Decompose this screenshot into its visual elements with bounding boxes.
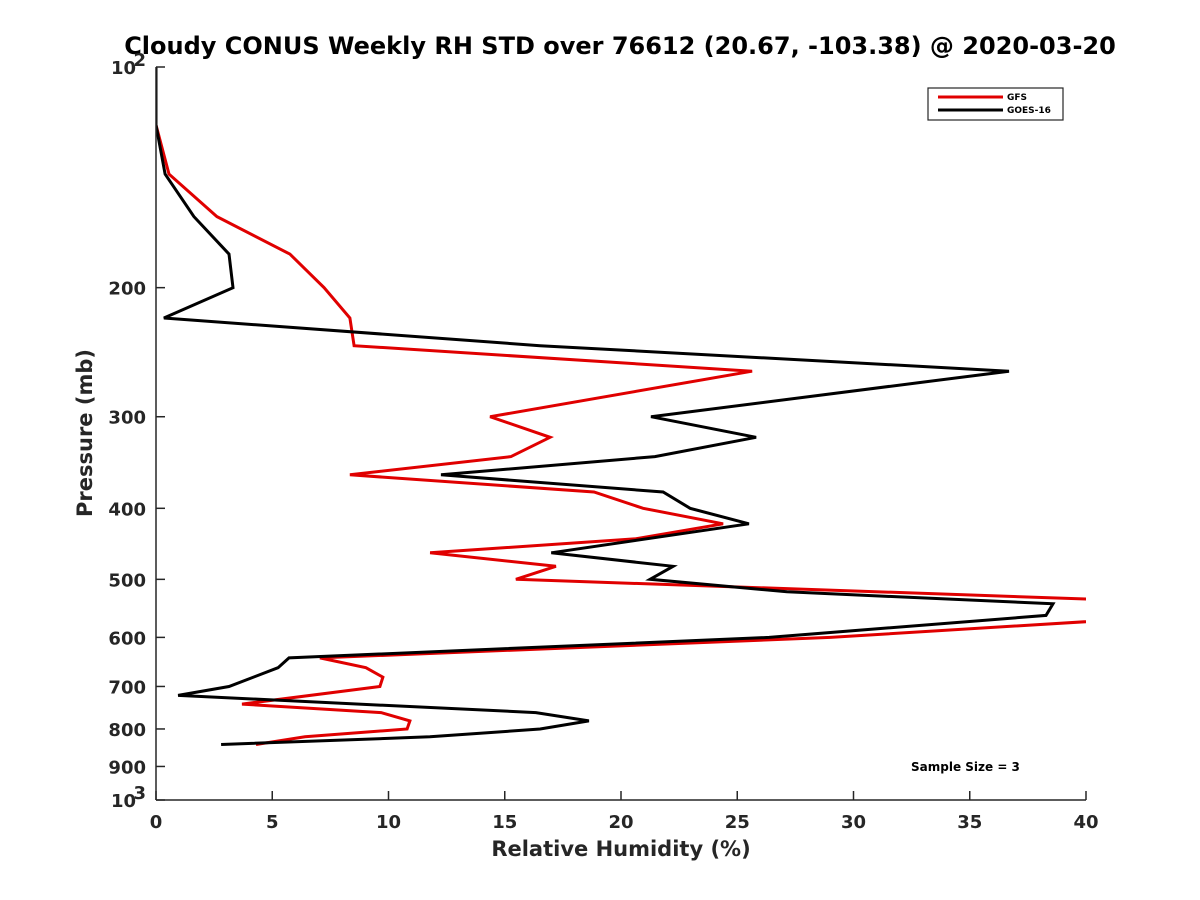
x-tick-label: 40 [1073, 812, 1098, 833]
y-tick-label: 600 [108, 628, 146, 649]
y-tick-label: 10 [111, 58, 136, 79]
x-tick-label: 0 [150, 812, 163, 833]
y-tick-label: 500 [108, 570, 146, 591]
y-axis-label: Pressure (mb) [73, 349, 97, 517]
legend: GFS GOES-16 [927, 87, 1064, 121]
series-line-goes16 [156, 67, 1056, 746]
y-tick-label: 700 [108, 677, 146, 698]
legend-box [927, 87, 1064, 121]
series-layer [156, 67, 1086, 746]
x-tick-label: 20 [608, 812, 633, 833]
x-tick-label: 25 [725, 812, 750, 833]
y-tick-label: 200 [108, 279, 146, 300]
y-tick-exponent: 2 [133, 50, 146, 71]
x-ticks: 0 5 10 15 20 25 30 35 40 [150, 791, 1099, 833]
sample-size-annotation: Sample Size = 3 [911, 760, 1020, 774]
y-tick-label: 900 [108, 757, 146, 778]
x-tick-label: 15 [492, 812, 517, 833]
y-tick-exponent: 3 [133, 783, 146, 804]
y-tick-label: 800 [108, 720, 146, 741]
y-tick-label: 10 [111, 791, 136, 812]
series-line-gfs [156, 67, 1086, 746]
x-tick-label: 5 [266, 812, 279, 833]
x-tick-label: 30 [841, 812, 866, 833]
chart-title: Cloudy CONUS Weekly RH STD over 76612 (2… [124, 32, 1116, 60]
legend-label-goes16: GOES-16 [1007, 106, 1051, 116]
x-tick-label: 10 [376, 812, 401, 833]
y-tick-label: 300 [108, 408, 146, 429]
x-axis-label: Relative Humidity (%) [491, 837, 750, 861]
x-tick-label: 35 [957, 812, 982, 833]
y-tick-label: 400 [108, 499, 146, 520]
axes [155, 67, 1086, 801]
legend-label-gfs: GFS [1007, 93, 1027, 103]
